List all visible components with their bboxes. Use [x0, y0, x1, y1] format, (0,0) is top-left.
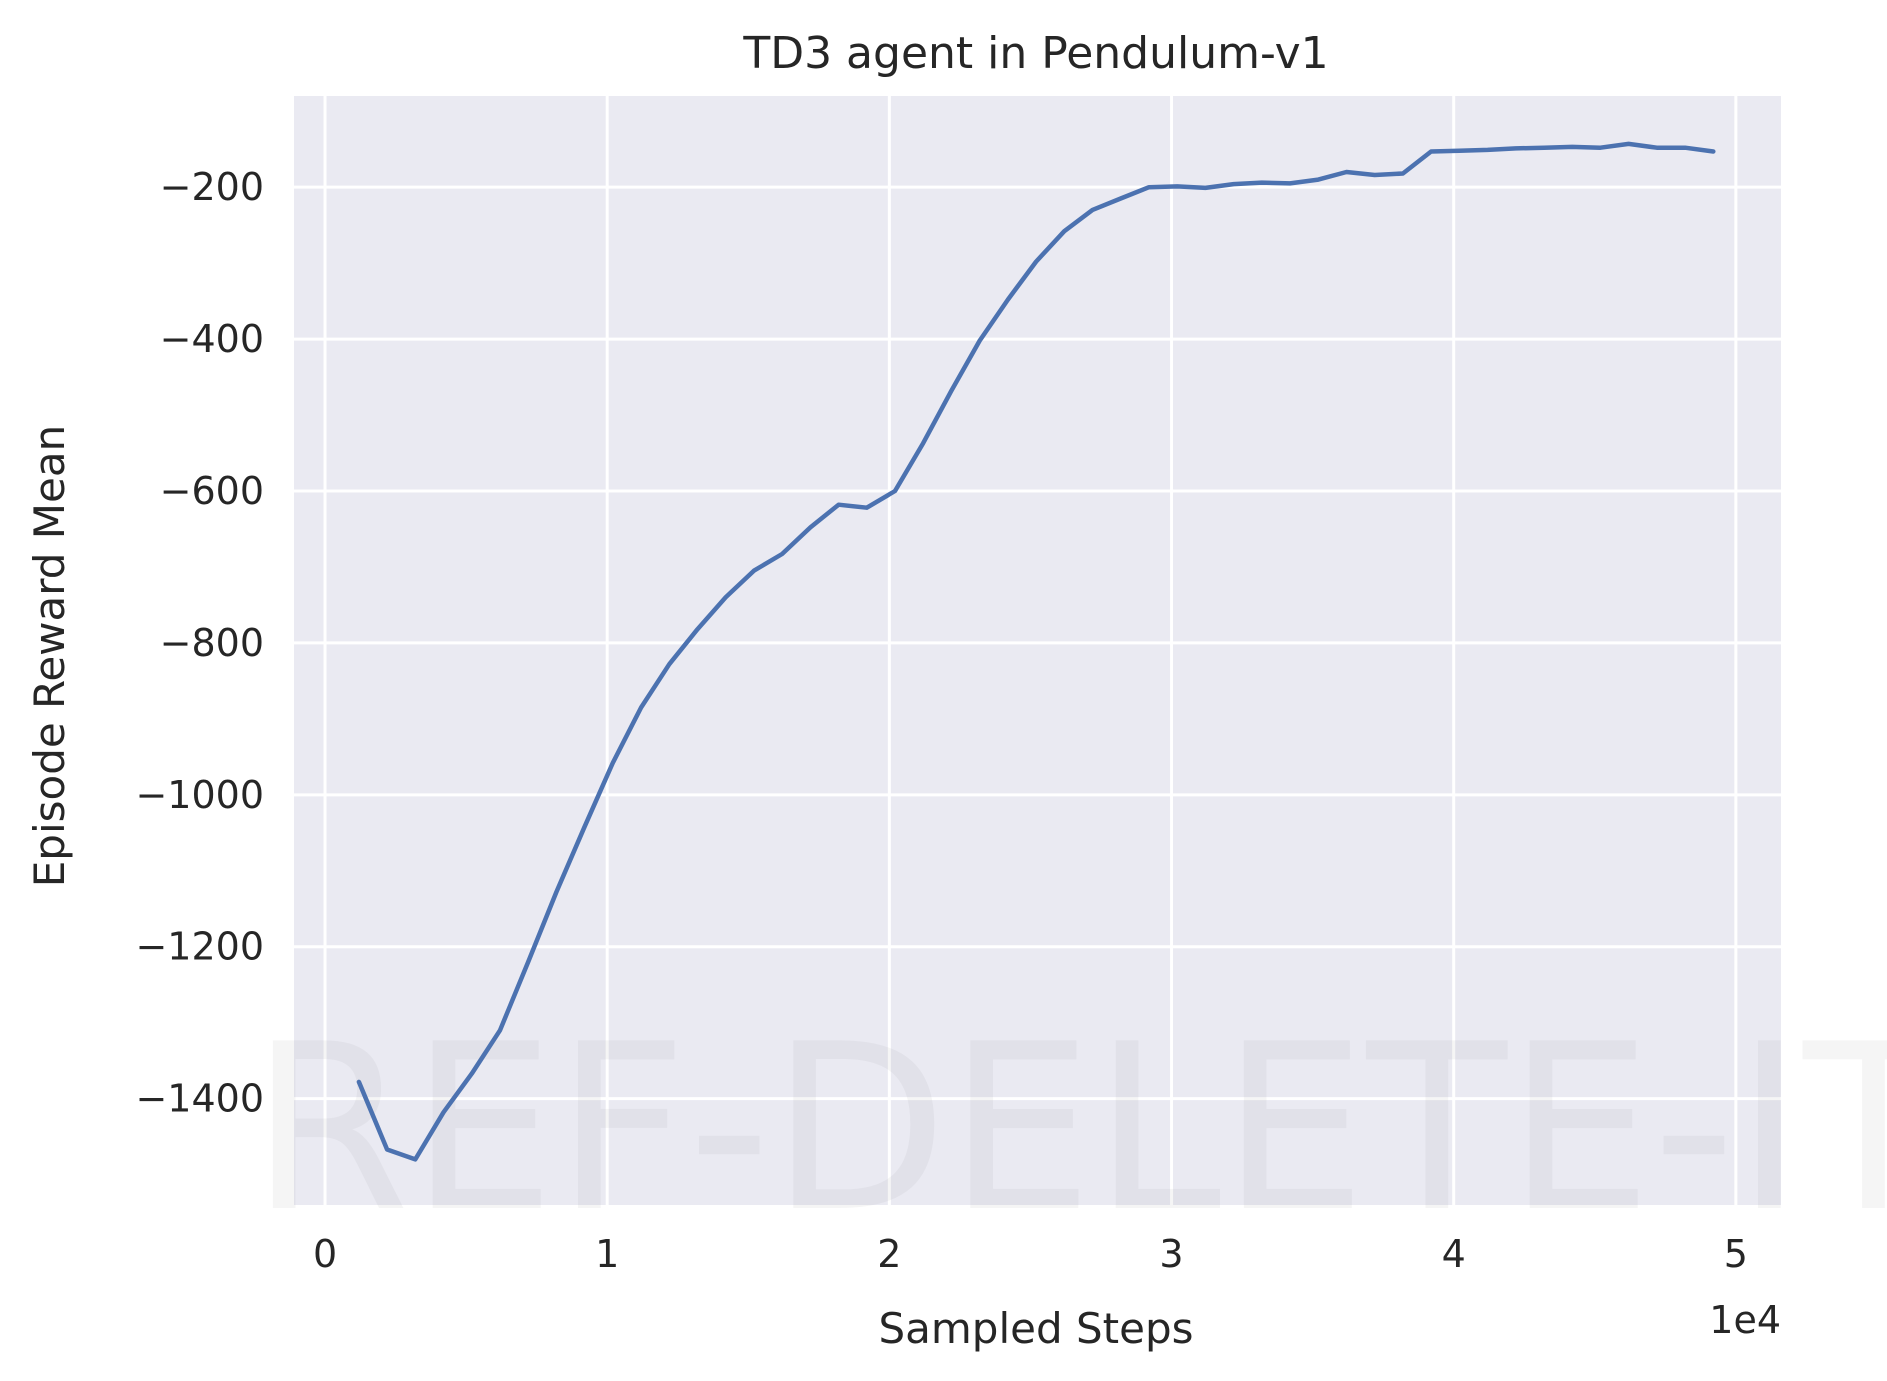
x-tick-label: 5 [1724, 1232, 1748, 1276]
x-tick-label: 4 [1442, 1232, 1466, 1276]
watermark: REF-DELETE-IT [250, 996, 1887, 1263]
y-tick-label: −200 [160, 165, 264, 209]
y-tick-labels: −200 −400 −600 −800 −1000 −1200 −1400 [135, 165, 264, 1121]
x-tick-label: 3 [1159, 1232, 1183, 1276]
y-tick-label: −800 [160, 621, 264, 665]
watermark-layer: REF-DELETE-IT [250, 996, 1887, 1263]
y-tick-label: −1400 [135, 1077, 264, 1121]
x-axis-offset-label: 1e4 [1709, 1298, 1781, 1342]
y-tick-label: −600 [160, 469, 264, 513]
x-tick-label: 1 [595, 1232, 619, 1276]
x-tick-label: 2 [877, 1232, 901, 1276]
x-axis-label: Sampled Steps [879, 1304, 1194, 1353]
y-tick-label: −1200 [135, 925, 264, 969]
series-layer [356, 141, 1716, 1162]
y-tick-label: −400 [160, 317, 264, 361]
x-tick-labels: 0 1 2 3 4 5 [313, 1232, 1748, 1276]
series-line-1 [356, 141, 1716, 1162]
y-axis-label: Episode Reward Mean [25, 425, 74, 888]
chart-title: TD3 agent in Pendulum-v1 [742, 28, 1328, 79]
y-tick-label: −1000 [135, 773, 264, 817]
grid [294, 96, 1781, 1205]
plot-area [294, 96, 1781, 1205]
x-tick-label: 0 [313, 1232, 337, 1276]
